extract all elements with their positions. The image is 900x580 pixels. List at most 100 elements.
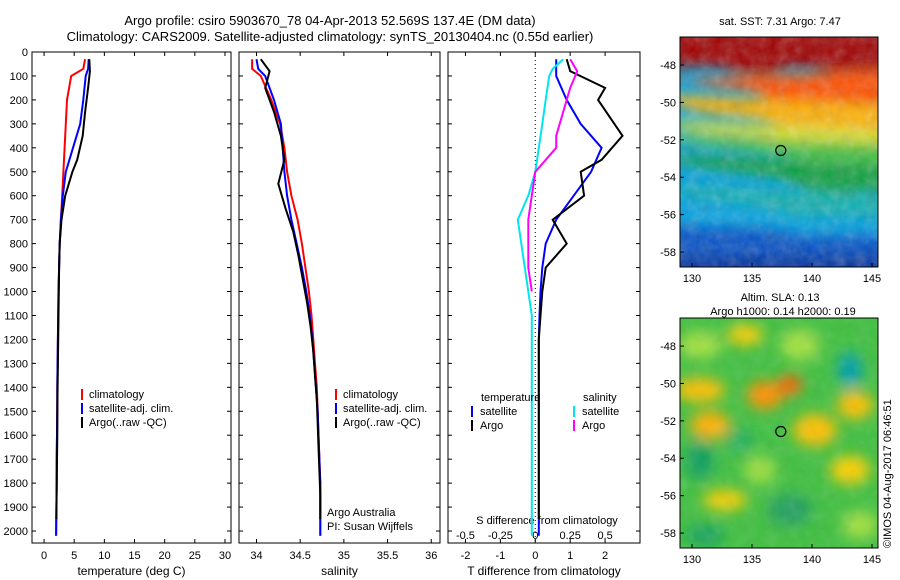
temperature-xlabel: temperature (deg C) — [77, 564, 185, 578]
figure-title-line1: Argo profile: csiro 5903670_78 04-Apr-20… — [124, 13, 536, 28]
map-axes: 130 135 140 145 -48 -50 -52 -54 -56 -58 130 135 140 1… — [660, 16, 881, 566]
difference-xtick-label: 2 — [602, 550, 608, 562]
annotation-institution: Argo Australia — [327, 507, 396, 519]
sla-map-ytick-label: -56 — [660, 491, 676, 503]
legend-label: satellite-adj. clim. — [89, 403, 173, 415]
temperature-xtick-label: 30 — [219, 550, 231, 562]
temperature-xtick-label: 5 — [71, 550, 77, 562]
salinity-series-argo-raw-qc- — [259, 58, 322, 519]
sst-map-xtick-label: 140 — [803, 273, 821, 285]
depth-tick-label: 1500 — [4, 406, 28, 418]
depth-tick-label: 1000 — [4, 287, 28, 299]
sla-map-title-line1: Altim. SLA: 0.13 — [741, 292, 820, 304]
salinity-frame — [238, 51, 441, 544]
salinity-xtick-label: 36 — [425, 550, 437, 562]
depth-tick-label: 800 — [10, 239, 28, 251]
sst-map-xtick-label: 145 — [863, 273, 881, 285]
sst-map-argo-marker — [775, 144, 787, 157]
depth-tick-label: 300 — [10, 119, 28, 131]
depth-tick-label: 400 — [10, 143, 28, 155]
sst-map-xtick-label: 130 — [683, 273, 701, 285]
temperature-xtick-label: 10 — [98, 550, 110, 562]
salinity-series-satellite-adj-clim- — [255, 59, 322, 536]
salinity-xlabel: salinity — [321, 564, 358, 578]
legend-salinity-title: salinity — [583, 392, 617, 404]
legend-label: Argo(..raw -QC) — [89, 417, 167, 429]
depth-tick-label: 700 — [10, 215, 28, 227]
temperature-frame — [31, 51, 232, 544]
salinity-diff-axis-label: S difference from climatology — [476, 515, 618, 527]
sst-map-ytick-label: -52 — [660, 135, 676, 147]
imos-watermark: ©IMOS 04-Aug-2017 06:46:51 — [882, 399, 894, 548]
difference-xtick-label: -1 — [495, 550, 505, 562]
sla-map-ytick-label: -54 — [660, 453, 676, 465]
sla-map-xtick-label: 130 — [683, 554, 701, 566]
legend-label: satellite — [480, 406, 517, 418]
salinity-xtick-label: 35 — [338, 550, 350, 562]
sst-map-ytick-label: -48 — [660, 60, 676, 72]
temperature-series-climatology — [55, 59, 87, 536]
salinity-panel: 34 34.5 35 35.5 36 salinity climatology satelli… — [238, 51, 441, 578]
sst-map-ytick-label: -50 — [660, 97, 676, 109]
depth-tick-label: 600 — [10, 191, 28, 203]
legend-label: Argo — [582, 420, 605, 432]
salinity-diff-tick-label: -0.25 — [488, 530, 513, 542]
depth-tick-label: 100 — [10, 71, 28, 83]
depth-tick-label: 1200 — [4, 334, 28, 346]
legend-label: Argo(..raw -QC) — [343, 417, 421, 429]
difference-series-argo — [527, 58, 579, 292]
depth-tick-label: 1300 — [4, 358, 28, 370]
annotation-pi: PI: Susan Wijffels — [327, 521, 413, 533]
legend-temperature-title: temperature — [481, 392, 540, 404]
salinity-diff-tick-label: 0.5 — [597, 530, 612, 542]
sla-map-argo-marker — [775, 425, 787, 438]
depth-tick-label: 1600 — [4, 430, 28, 442]
legend-label: satellite-adj. clim. — [343, 403, 427, 415]
salinity-xtick-label: 34 — [250, 550, 262, 562]
difference-frame — [447, 51, 641, 544]
sla-map-ytick-label: -50 — [660, 378, 676, 390]
legend-label: climatology — [89, 389, 145, 401]
temperature-xtick-label: 20 — [159, 550, 171, 562]
salinity-diff-tick-label: 0 — [532, 530, 538, 542]
difference-xtick-label: 1 — [567, 550, 573, 562]
depth-tick-label: 1100 — [4, 310, 28, 322]
sst-map-xtick-label: 135 — [743, 273, 761, 285]
sla-map-ytick-label: -58 — [660, 528, 676, 540]
depth-tick-label: 500 — [10, 167, 28, 179]
salinity-series-climatology — [251, 59, 322, 536]
figure-title-line2: Climatology: CARS2009. Satellite-adjuste… — [66, 29, 594, 44]
depth-tick-label: 0 — [22, 47, 28, 59]
depth-tick-label: 200 — [10, 95, 28, 107]
difference-panel: -2 -1 0 1 2 T difference from climatology S di… — [447, 51, 641, 578]
sla-map-ytick-label: -48 — [660, 341, 676, 353]
difference-series-satellite — [537, 59, 603, 536]
temperature-xtick-label: 15 — [128, 550, 140, 562]
sst-map-panel — [679, 36, 879, 268]
temperature-xtick-label: 0 — [41, 550, 47, 562]
legend-label: Argo — [480, 420, 503, 432]
sla-map-xtick-label: 145 — [863, 554, 881, 566]
sla-map-ytick-label: -52 — [660, 416, 676, 428]
legend-label: satellite — [582, 406, 619, 418]
difference-xlabel: T difference from climatology — [467, 564, 621, 578]
salinity-xtick-label: 35.5 — [377, 550, 398, 562]
salinity-diff-tick-label: -0.5 — [456, 530, 475, 542]
sst-map-field — [680, 37, 878, 267]
sst-map-ytick-label: -56 — [660, 210, 676, 222]
depth-tick-label: 1700 — [4, 454, 28, 466]
salinity-xtick-label: 34.5 — [289, 550, 310, 562]
temperature-panel: 0100200300400500600700800900100011001200… — [4, 47, 232, 578]
depth-tick-label: 1800 — [4, 478, 28, 490]
sla-map-field — [680, 318, 878, 548]
salinity-diff-tick-label: 0.25 — [559, 530, 580, 542]
sla-map-xtick-label: 140 — [803, 554, 821, 566]
sla-map-xtick-label: 135 — [743, 554, 761, 566]
difference-series-argo — [537, 58, 624, 519]
depth-tick-label: 1400 — [4, 382, 28, 394]
legend-label: climatology — [343, 389, 399, 401]
sst-map-title: sat. SST: 7.31 Argo: 7.47 — [719, 16, 841, 28]
temperature-xtick-label: 25 — [189, 550, 201, 562]
difference-xtick-label: 0 — [532, 550, 538, 562]
